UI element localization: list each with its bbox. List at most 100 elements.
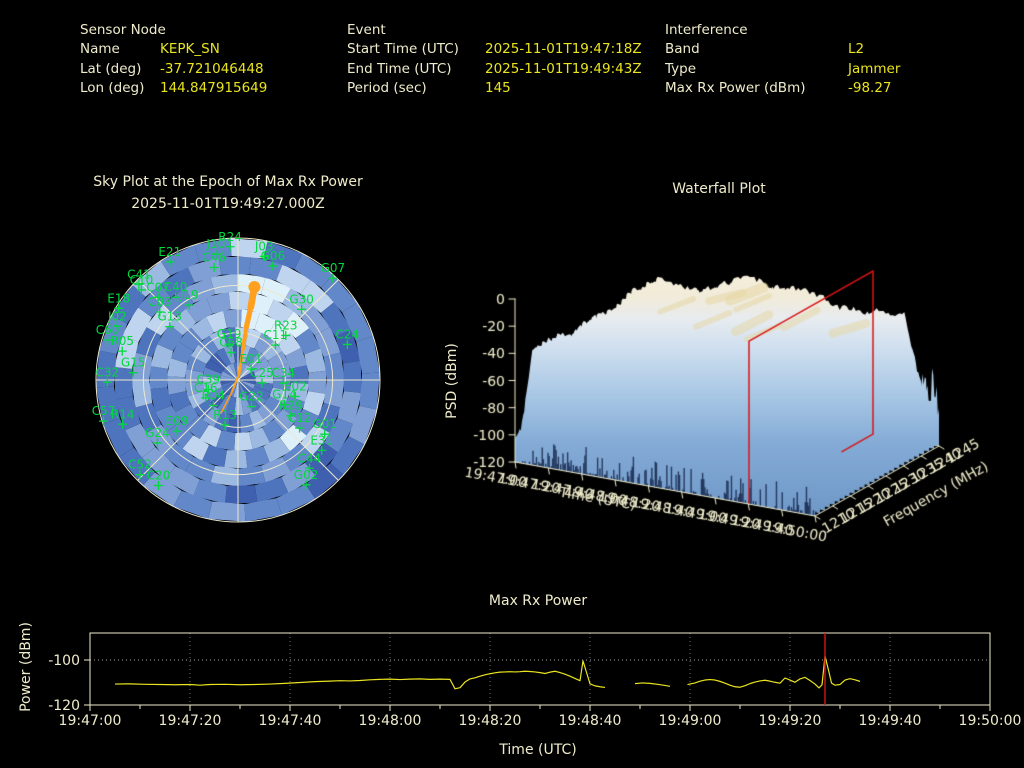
- svg-text:E18: E18: [107, 291, 130, 305]
- field-label: Type: [665, 60, 697, 77]
- satellite-G19: G19: [217, 327, 242, 349]
- section-title: Interference: [665, 22, 748, 38]
- svg-text:R24: R24: [218, 230, 242, 244]
- satellite-C52: C52: [128, 458, 152, 480]
- satellite-G30: G30: [289, 292, 314, 314]
- svg-text:C44: C44: [298, 451, 322, 465]
- svg-text:J02: J02: [107, 309, 127, 323]
- satellite-J19: J19: [179, 288, 199, 310]
- satellite-G15: G15: [121, 356, 145, 378]
- svg-text:C11: C11: [264, 328, 288, 342]
- sky-plot-title-line2: 2025-11-01T19:49:27.000Z: [131, 196, 325, 212]
- svg-text:G19: G19: [217, 327, 242, 341]
- svg-text:R23: R23: [274, 318, 298, 332]
- field-value: L2: [848, 41, 865, 58]
- field-value: 2025-11-01T19:47:18Z: [485, 41, 642, 58]
- field-value: 145: [485, 79, 511, 96]
- satellite-C07: C07: [146, 280, 170, 302]
- maxrx-title: Max Rx Power: [488, 593, 588, 609]
- svg-text:C41: C41: [127, 267, 151, 281]
- svg-text:J03: J03: [254, 239, 274, 253]
- svg-text:19:48:20: 19:48:20: [459, 713, 522, 729]
- field-label: Start Time (UTC): [347, 41, 459, 58]
- field-value: -98.27: [848, 79, 892, 96]
- satellite-C20: C20: [147, 468, 170, 490]
- satellite-R14: R14: [111, 407, 134, 429]
- field-value: 2025-11-01T19:49:43Z: [485, 60, 642, 77]
- satellite-J02: J02: [107, 309, 127, 331]
- svg-text:C10: C10: [130, 273, 154, 287]
- svg-text:G14: G14: [272, 388, 297, 402]
- satellite-C25: C25: [250, 366, 274, 388]
- satellite-R23: R23: [274, 318, 298, 340]
- interference-section: Interference Band L2 Type Jammer Max Rx Po…: [665, 21, 900, 98]
- svg-text:G01: G01: [312, 417, 337, 431]
- svg-text:J19: J19: [179, 288, 199, 302]
- svg-text:E02: E02: [284, 379, 307, 393]
- svg-text:C52: C52: [128, 458, 152, 472]
- satellite-G02: G02: [294, 468, 319, 490]
- field-label: Lat (deg): [80, 60, 142, 77]
- satellite-C58: C58: [219, 335, 243, 357]
- svg-text:C60: C60: [96, 323, 120, 337]
- satellite-C34: C34: [272, 366, 296, 388]
- svg-text:R05: R05: [110, 334, 134, 348]
- satellite-R29: R29: [279, 399, 303, 421]
- svg-text:G30: G30: [289, 292, 314, 306]
- satellite-R04: R04: [202, 389, 225, 411]
- satellite-J03: J03: [254, 239, 274, 261]
- satellite-C57: C57: [92, 404, 116, 426]
- svg-text:C16: C16: [194, 381, 218, 395]
- svg-text:C25: C25: [250, 366, 274, 380]
- satellite-R13: R13: [213, 408, 237, 430]
- satellite-R05: R05: [110, 334, 134, 356]
- field-label: End Time (UTC): [347, 60, 452, 77]
- svg-text:19:50:00: 19:50:00: [959, 713, 1022, 729]
- svg-text:G02: G02: [294, 468, 319, 482]
- svg-text:C12: C12: [288, 411, 312, 425]
- satellite-C16: C16: [194, 381, 218, 403]
- satellite-C12: C12: [288, 411, 312, 433]
- svg-text:C40: C40: [164, 280, 188, 294]
- sky-plot-title: Sky Plot at the Epoch of Max Rx Power 20…: [28, 171, 428, 215]
- jammer-track: [220, 281, 261, 414]
- waterfall-title: Waterfall Plot: [672, 181, 766, 197]
- satellite-markers: R24E21J10C46C41C10E18C07C40C03J19G13J02C…: [92, 230, 359, 490]
- satellite-G07: G07: [321, 261, 345, 283]
- svg-text:C32: C32: [96, 365, 120, 379]
- svg-text:R13: R13: [213, 408, 237, 422]
- field-label: Max Rx Power (dBm): [665, 79, 806, 96]
- satellite-G01: G01: [312, 417, 337, 439]
- svg-text:19:49:40: 19:49:40: [859, 713, 922, 729]
- sky-plot: R24E21J10C46C41C10E18C07C40C03J19G13J02C…: [92, 230, 381, 523]
- satellite-C32: C32: [96, 365, 120, 387]
- satellite-G22: G22: [239, 390, 264, 412]
- sensor-node-section: Sensor Node Name KEPK_SN Lat (deg) -37.721…: [80, 21, 267, 98]
- svg-text:19:47:00: 19:47:00: [59, 713, 122, 729]
- satellite-C60: C60: [96, 323, 120, 345]
- satellite-E18: E18: [107, 291, 130, 313]
- waterfall-plot: [434, 228, 1024, 558]
- maxrx-x-axis-label: Time (UTC): [499, 742, 577, 758]
- satellite-C11: C11: [264, 328, 288, 350]
- svg-text:19:47:20: 19:47:20: [159, 713, 222, 729]
- svg-text:C57: C57: [92, 404, 116, 418]
- satellite-C39: C39: [196, 373, 220, 395]
- satellite-E09: E09: [166, 414, 189, 436]
- svg-text:C58: C58: [219, 335, 243, 349]
- satellite-R24: R24: [218, 230, 242, 252]
- field-label: Period (sec): [347, 79, 427, 96]
- svg-text:C34: C34: [272, 366, 296, 380]
- svg-text:G06: G06: [261, 249, 286, 263]
- svg-text:C24: C24: [336, 327, 360, 341]
- svg-text:19:48:40: 19:48:40: [559, 713, 622, 729]
- satellite-G24: G24: [145, 426, 170, 448]
- satellite-C24: C24: [336, 327, 360, 349]
- svg-text:-100: -100: [48, 653, 80, 669]
- satellite-C41: C41: [127, 267, 151, 289]
- svg-text:C03: C03: [148, 295, 172, 309]
- section-title: Event: [347, 22, 386, 38]
- satellite-E02: E02: [284, 379, 307, 401]
- sky-plot-title-line1: Sky Plot at the Epoch of Max Rx Power: [93, 174, 363, 190]
